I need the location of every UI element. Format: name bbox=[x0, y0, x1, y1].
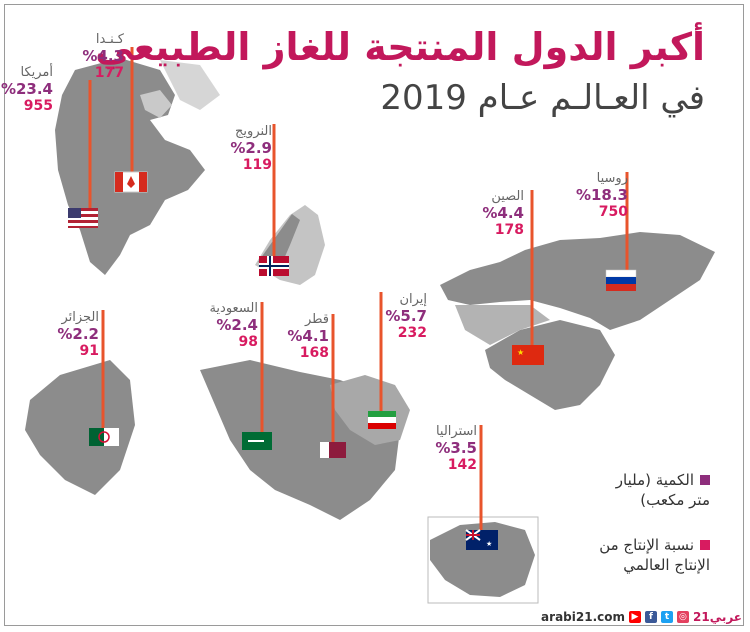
legend-share-label: نسبة الإنتاج من bbox=[599, 536, 694, 554]
brand-logo: عربي21 bbox=[692, 610, 742, 624]
country-name: النرويج bbox=[235, 124, 272, 139]
quantity-value: 98 bbox=[238, 334, 258, 350]
quantity-value: 232 bbox=[397, 325, 427, 341]
quantity-value: 955 bbox=[23, 98, 53, 114]
algeria-map bbox=[25, 360, 135, 495]
share-value: %4.3 bbox=[82, 47, 124, 65]
country-name: الصين bbox=[491, 189, 524, 204]
country-name: إيران bbox=[399, 292, 427, 307]
legend-share-swatch bbox=[700, 540, 710, 550]
quantity-value: 177 bbox=[94, 65, 124, 81]
label-norway: النرويج %2.9 119 bbox=[230, 123, 272, 174]
quantity-value: 119 bbox=[242, 157, 272, 173]
country-name: استراليا bbox=[435, 424, 477, 439]
label-canada: كـنـدا %4.3 177 bbox=[82, 31, 124, 82]
share-value: %18.3 bbox=[575, 186, 628, 204]
label-russia: روسيا %18.3 750 bbox=[576, 170, 628, 221]
pins bbox=[88, 47, 629, 535]
country-name: كـنـدا bbox=[95, 32, 124, 47]
legend-quantity-label: الكمية (مليار bbox=[615, 471, 694, 489]
label-australia: استراليا %3.5 142 bbox=[435, 423, 477, 474]
page-subtitle: في العـالـم عـام 2019 bbox=[380, 78, 705, 118]
quantity-value: 142 bbox=[447, 457, 477, 473]
usa-flag bbox=[68, 208, 98, 228]
share-value: %2.4 bbox=[216, 316, 258, 334]
russia-flag bbox=[605, 269, 637, 291]
label-china: الصين %4.4 178 bbox=[482, 188, 524, 239]
label-algeria: الجزائر %2.2 91 bbox=[57, 309, 99, 360]
australia-map bbox=[430, 522, 535, 597]
svg-text:★: ★ bbox=[517, 348, 524, 357]
footer: arabi21.com ▶ f t ◎ عربي21 bbox=[541, 610, 742, 624]
russia-map bbox=[440, 232, 715, 330]
iran-flag bbox=[368, 411, 396, 429]
central-asia-map bbox=[455, 305, 550, 345]
country-name: السعودية bbox=[209, 301, 258, 316]
quantity-value: 168 bbox=[299, 345, 329, 361]
greenland-map bbox=[140, 90, 172, 118]
label-usa: أمريكا %23.4 955 bbox=[1, 64, 53, 115]
quantity-value: 750 bbox=[598, 204, 628, 220]
china-flag: ★ bbox=[512, 345, 544, 365]
country-name: أمريكا bbox=[20, 65, 53, 80]
legend-quantity-swatch bbox=[700, 475, 710, 485]
country-name: روسيا bbox=[596, 171, 628, 186]
legend-share-label-2: الإنتاج العالمي bbox=[623, 556, 710, 574]
quantity-value: 91 bbox=[79, 343, 99, 359]
norway-flag bbox=[259, 256, 289, 276]
share-value: %4.1 bbox=[287, 327, 329, 345]
site-url[interactable]: arabi21.com bbox=[541, 610, 625, 624]
saudi-flag bbox=[242, 432, 272, 450]
share-value: %3.5 bbox=[435, 439, 477, 457]
australia-flag: ★ bbox=[465, 529, 498, 550]
legend-quantity-label-2: متر مكعب) bbox=[640, 491, 710, 509]
svg-text:★: ★ bbox=[486, 540, 492, 548]
algeria-flag bbox=[89, 428, 119, 446]
twitter-icon[interactable]: t bbox=[660, 611, 673, 623]
legend-share: نسبة الإنتاج من الإنتاج العالمي bbox=[599, 535, 710, 575]
australia-inset-border bbox=[427, 516, 539, 604]
page-title: أكبر الدول المنتجة للغاز الطبيعي bbox=[95, 25, 705, 69]
facebook-icon[interactable]: f bbox=[644, 611, 657, 623]
instagram-icon[interactable]: ◎ bbox=[676, 611, 689, 623]
legend-quantity: الكمية (مليار متر مكعب) bbox=[616, 470, 710, 510]
canada-flag bbox=[114, 171, 148, 193]
label-saudi: السعودية %2.4 98 bbox=[209, 300, 258, 351]
share-value: %2.9 bbox=[230, 139, 272, 157]
country-name: الجزائر bbox=[61, 310, 99, 325]
quantity-value: 178 bbox=[494, 222, 524, 238]
country-name: قطر bbox=[304, 312, 329, 327]
label-qatar: قطر %4.1 168 bbox=[287, 311, 329, 362]
frame-border bbox=[4, 4, 744, 626]
qatar-flag bbox=[320, 442, 346, 458]
share-value: %23.4 bbox=[0, 80, 53, 98]
china-map bbox=[485, 320, 615, 410]
label-iran: إيران %5.7 232 bbox=[385, 291, 427, 342]
share-value: %5.7 bbox=[385, 307, 427, 325]
youtube-icon[interactable]: ▶ bbox=[628, 611, 641, 623]
north-america-light bbox=[160, 60, 220, 110]
share-value: %4.4 bbox=[482, 204, 524, 222]
share-value: %2.2 bbox=[57, 325, 99, 343]
norway-map bbox=[258, 214, 300, 268]
